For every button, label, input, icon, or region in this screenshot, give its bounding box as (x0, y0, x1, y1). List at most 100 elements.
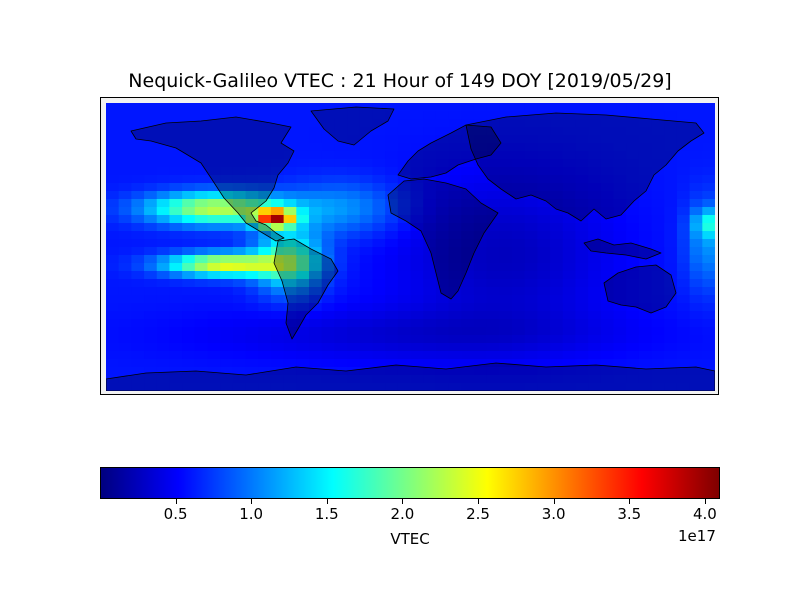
heatmap-cell (118, 231, 132, 240)
heatmap-cell (423, 263, 437, 272)
heatmap-cell (182, 175, 196, 184)
heatmap-cell (689, 279, 703, 288)
heatmap-cell (600, 351, 615, 360)
heatmap-cell (562, 239, 577, 248)
heatmap-cell (410, 103, 424, 112)
heatmap-cell (499, 103, 513, 112)
heatmap-cell (499, 351, 513, 360)
heatmap-cell (423, 167, 437, 176)
heatmap-cell (194, 311, 209, 320)
heatmap-cell (512, 383, 526, 391)
heatmap-cell (512, 255, 526, 264)
heatmap-cell (258, 327, 272, 336)
heatmap-cell (258, 359, 272, 368)
heatmap-cell (651, 303, 665, 312)
heatmap-cell (499, 343, 513, 352)
heatmap-cell (182, 135, 196, 144)
heatmap-cell (537, 351, 551, 360)
heatmap-cell (359, 207, 374, 216)
heatmap-cell (106, 263, 120, 272)
heatmap-cell (118, 271, 132, 280)
heatmap-cell (207, 255, 221, 264)
heatmap-cell (309, 111, 323, 120)
heatmap-cell (232, 247, 247, 256)
heatmap-cell (207, 311, 221, 320)
heatmap-cell (676, 175, 691, 184)
heatmap-cell (562, 119, 577, 128)
heatmap-cell (359, 159, 374, 168)
heatmap-cell (435, 175, 450, 184)
heatmap-cell (397, 311, 412, 320)
heatmap-cell (131, 231, 145, 240)
heatmap-cell (461, 311, 475, 320)
heatmap-cell (423, 207, 437, 216)
heatmap-cell (245, 279, 259, 288)
heatmap-cell (309, 383, 323, 391)
heatmap-cell (626, 271, 640, 280)
heatmap-cell (613, 327, 627, 336)
heatmap-cell (144, 303, 158, 312)
heatmap-cell (397, 207, 412, 216)
heatmap-cell (524, 303, 538, 312)
heatmap-cell (232, 127, 247, 136)
heatmap-cell (689, 367, 703, 376)
heatmap-cell (194, 383, 209, 391)
heatmap-cell (270, 143, 285, 152)
heatmap-cell (638, 119, 653, 128)
heatmap-cell (473, 279, 488, 288)
heatmap-cell (651, 207, 665, 216)
heatmap-cell (588, 375, 602, 384)
heatmap-cell (512, 191, 526, 200)
heatmap-cell (169, 327, 183, 336)
heatmap-cell (207, 207, 221, 216)
heatmap-cell (499, 319, 513, 328)
heatmap-cell (410, 119, 424, 128)
heatmap-cell (638, 167, 653, 176)
heatmap-cell (423, 279, 437, 288)
heatmap-cell (638, 103, 653, 112)
heatmap-cell (613, 335, 627, 344)
heatmap-cell (245, 127, 259, 136)
heatmap-cell (232, 335, 247, 344)
heatmap-cell (588, 135, 602, 144)
heatmap-cell (182, 311, 196, 320)
heatmap-cell (106, 135, 120, 144)
heatmap-cell (537, 143, 551, 152)
heatmap-cell (182, 215, 196, 224)
heatmap-cell (664, 151, 678, 160)
heatmap-cell (194, 255, 209, 264)
heatmap-cell (537, 111, 551, 120)
heatmap-cell (550, 303, 564, 312)
heatmap-cell (575, 247, 589, 256)
heatmap-cell (638, 183, 653, 192)
heatmap-cell (359, 191, 374, 200)
heatmap-cell (537, 175, 551, 184)
heatmap-cell (182, 295, 196, 304)
heatmap-cell (537, 231, 551, 240)
heatmap-cell (258, 167, 272, 176)
heatmap-cell (600, 335, 615, 344)
heatmap-cell (410, 127, 424, 136)
heatmap-cell (486, 183, 500, 192)
heatmap-cell (258, 263, 272, 272)
heatmap-cell (575, 383, 589, 391)
heatmap-cell (550, 319, 564, 328)
heatmap-cell (613, 351, 627, 360)
heatmap-cell (562, 159, 577, 168)
heatmap-cell (588, 111, 602, 120)
heatmap-cell (321, 223, 335, 232)
heatmap-cell (182, 287, 196, 296)
heatmap-cell (575, 303, 589, 312)
heatmap-cell (676, 151, 691, 160)
heatmap-cell (664, 359, 678, 368)
heatmap-cell (524, 383, 538, 391)
heatmap-cell (309, 319, 323, 328)
heatmap-cell (296, 151, 310, 160)
heatmap-cell (588, 223, 602, 232)
heatmap-cell (600, 215, 615, 224)
north-america-shape (130, 116, 295, 242)
heatmap-cell (651, 375, 665, 384)
heatmap-cell (575, 343, 589, 352)
heatmap-cell (638, 127, 653, 136)
heatmap-cell (473, 359, 488, 368)
